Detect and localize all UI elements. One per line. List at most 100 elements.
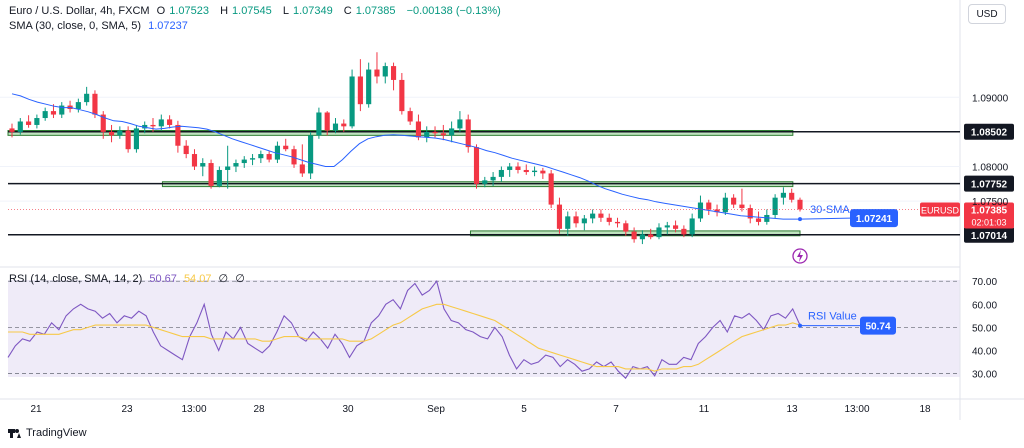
time-tick-label: 28 <box>253 404 265 415</box>
candle <box>656 223 662 240</box>
candle-body <box>366 69 372 105</box>
candle-body <box>50 111 57 115</box>
candle <box>623 220 629 236</box>
time-tick-label: 5 <box>521 404 527 415</box>
candle <box>183 140 189 159</box>
time-tick-label: 30 <box>342 404 354 415</box>
legend-c-label: C <box>343 5 352 17</box>
candle-body <box>241 159 247 164</box>
candle <box>34 114 40 129</box>
candle <box>42 107 48 121</box>
candle <box>92 90 98 119</box>
candle <box>664 221 670 235</box>
rsi-background <box>8 280 960 377</box>
candle <box>639 230 645 245</box>
rsi-ma-line <box>8 303 801 372</box>
time-tick-label: 18 <box>919 404 931 415</box>
candle <box>731 194 737 209</box>
candle <box>440 124 446 141</box>
price-tick-label: 1.07500 <box>972 197 1009 208</box>
candle <box>382 62 388 84</box>
candle <box>9 123 15 138</box>
candle-body <box>216 169 222 186</box>
candle-body <box>614 221 621 224</box>
candle-body <box>167 119 173 125</box>
footer: TradingView <box>8 427 87 439</box>
candle <box>17 118 23 135</box>
rsi-legend-value: 50.67 <box>149 273 177 285</box>
candle-body <box>283 145 289 150</box>
rsi-tick-label: 50.00 <box>972 323 997 334</box>
candle-body <box>473 147 480 184</box>
flash-icon[interactable] <box>792 248 808 264</box>
candle-body <box>465 119 471 148</box>
candle <box>648 228 654 240</box>
candle-body <box>523 169 529 173</box>
candle <box>614 217 621 228</box>
level-label-box <box>964 226 1014 243</box>
symbol-tag: EURUSD <box>921 205 960 215</box>
sma-legend-label: SMA (30, close, 0, SMA, 5) <box>9 20 142 32</box>
candle <box>531 166 538 177</box>
candle-body <box>598 213 604 218</box>
legend-h-label: H <box>220 5 229 17</box>
candle-body <box>498 169 504 177</box>
time-tick-label: 13 <box>786 404 798 415</box>
bar-countdown: 02:01:03 <box>971 217 1006 227</box>
candle-body <box>341 123 347 127</box>
candle <box>432 126 438 138</box>
time-tick-label: 13:00 <box>181 404 206 415</box>
symbol-tag-box <box>920 202 960 217</box>
candle <box>208 159 214 189</box>
candle-body <box>648 234 654 238</box>
candle-body <box>59 105 65 115</box>
candle-body <box>125 130 131 150</box>
candle-body <box>556 204 563 229</box>
candle <box>150 118 156 132</box>
candle <box>565 211 571 236</box>
current-price-box <box>964 202 1014 229</box>
candle <box>755 211 762 226</box>
candle-body <box>531 170 538 173</box>
candle-body <box>316 112 322 136</box>
legend-c-value: 1.07385 <box>355 5 396 17</box>
candle <box>772 194 778 219</box>
candle-body <box>9 128 15 132</box>
candle <box>465 114 471 153</box>
candle-body <box>233 163 239 167</box>
candle <box>739 188 745 212</box>
candle <box>200 158 206 177</box>
rsi-legend-null-1: ∅ <box>218 273 229 285</box>
candle <box>258 150 264 164</box>
sma-annotation-value: 1.07241 <box>856 214 893 225</box>
rsi-ma-legend-value: 54.07 <box>183 273 212 285</box>
level-label: 1.08502 <box>971 128 1008 139</box>
candle <box>100 111 106 139</box>
candle <box>216 166 222 188</box>
candle-body <box>75 102 81 110</box>
candle-body <box>772 197 778 215</box>
candle-body <box>457 119 463 129</box>
candle-body <box>747 208 753 219</box>
candle-body <box>357 76 363 105</box>
sma-line <box>11 93 800 220</box>
candle-body <box>142 124 148 129</box>
sma-annotation-text: 30-SMA <box>810 204 850 216</box>
candle-body <box>565 216 571 229</box>
candle <box>706 199 712 215</box>
candle-body <box>200 163 206 167</box>
candle-body <box>764 214 770 222</box>
candle <box>631 227 637 243</box>
candle-body <box>664 225 670 228</box>
candle <box>581 214 587 231</box>
currency-button[interactable]: USD <box>968 4 1006 24</box>
candle-body <box>225 166 231 170</box>
candle <box>283 138 289 152</box>
candle <box>108 124 115 143</box>
sma-annotation-box <box>850 209 898 228</box>
legend-change: −0.00138 (−0.13%) <box>406 5 501 17</box>
candle <box>548 169 554 209</box>
candle-body <box>631 231 637 240</box>
candle <box>357 59 363 112</box>
